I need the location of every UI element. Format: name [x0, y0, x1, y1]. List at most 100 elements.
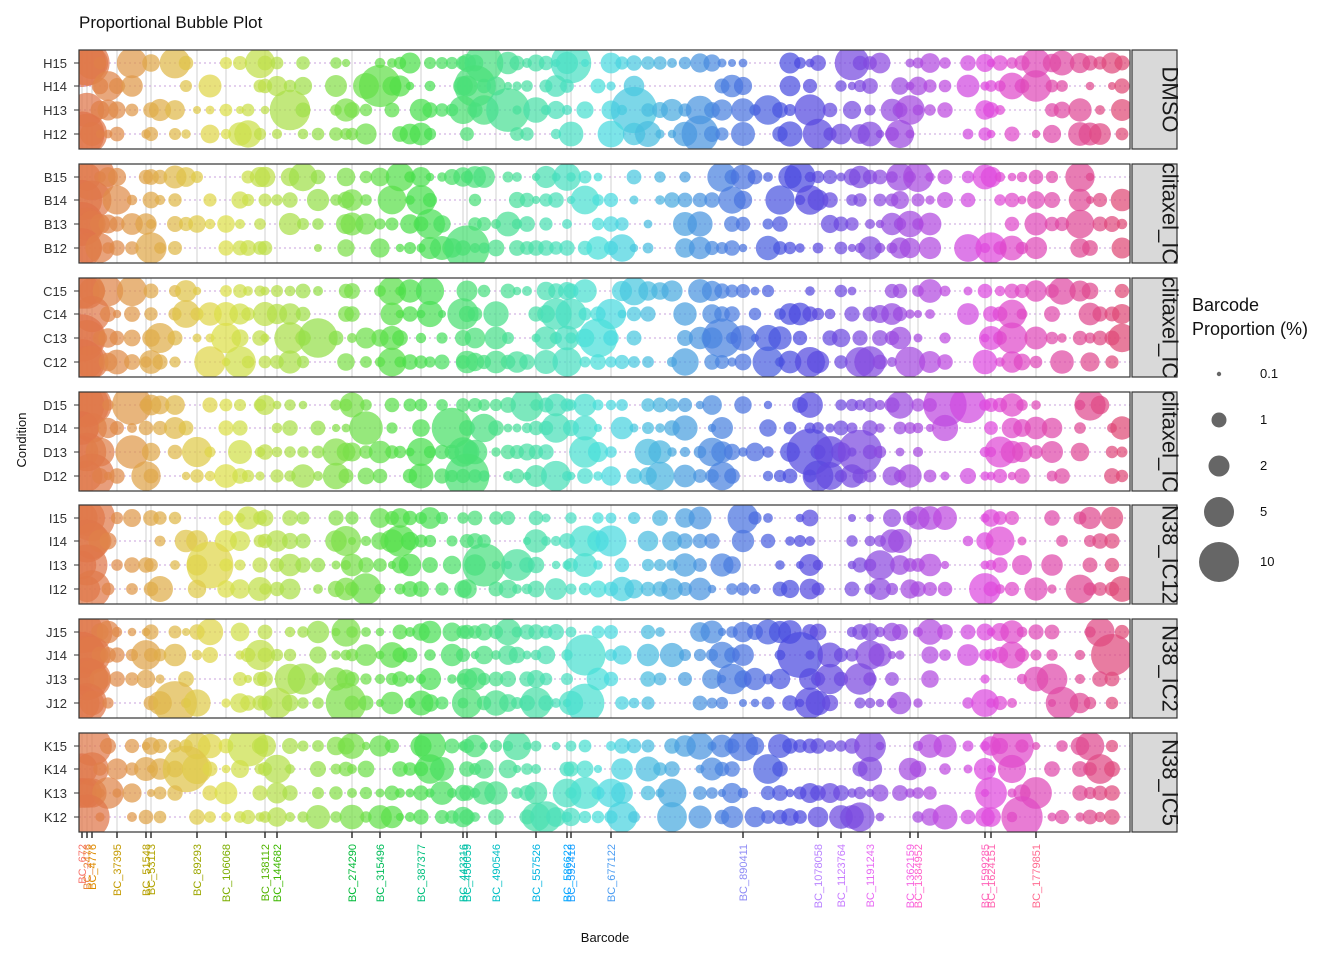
bubble	[1044, 192, 1060, 208]
bubble	[586, 667, 610, 691]
bubble	[271, 446, 283, 458]
bubble	[862, 78, 878, 94]
bubble	[127, 423, 137, 433]
bubble	[536, 645, 556, 665]
bubble	[578, 318, 618, 358]
bubble	[664, 192, 680, 208]
bubble	[847, 243, 857, 253]
bubble	[847, 286, 857, 296]
bubble	[181, 436, 213, 468]
bubble	[267, 807, 287, 827]
bubble	[115, 435, 149, 469]
bubble	[345, 127, 359, 141]
bubble	[100, 306, 116, 322]
row-label: K14	[44, 762, 67, 777]
bubble	[866, 514, 874, 522]
bubble	[287, 663, 319, 695]
bubble	[976, 54, 994, 72]
bubble	[375, 674, 385, 684]
bubble	[723, 443, 741, 461]
bubble	[1075, 733, 1105, 761]
bubble	[745, 736, 765, 756]
bubble	[436, 332, 448, 344]
bubble	[107, 167, 127, 187]
bubble	[541, 536, 551, 546]
bubble	[892, 306, 908, 322]
bubble	[220, 57, 232, 69]
row-label: I12	[49, 582, 67, 597]
bubble	[1046, 649, 1058, 661]
bubble	[1093, 582, 1107, 596]
bubble	[1104, 761, 1120, 777]
bubble	[1047, 584, 1057, 594]
bubble	[976, 623, 994, 641]
bubble	[593, 764, 603, 774]
x-axis-label: Barcode	[581, 930, 629, 945]
bubble	[1013, 353, 1031, 371]
bubble	[310, 761, 326, 777]
bubble	[762, 470, 774, 482]
bubble	[99, 532, 117, 550]
bubble	[257, 671, 273, 687]
bubble	[868, 643, 892, 667]
bubble	[1007, 471, 1017, 481]
row-label: D15	[43, 398, 67, 413]
bubble	[831, 328, 851, 348]
bubble	[545, 578, 567, 600]
bubble	[937, 169, 953, 185]
bubble	[143, 126, 159, 142]
bubble	[1095, 105, 1105, 115]
bubble	[641, 398, 655, 412]
bubble	[918, 236, 942, 260]
bubble	[421, 694, 439, 712]
bubble	[822, 169, 838, 185]
bubble	[296, 511, 310, 525]
bubble	[833, 420, 849, 436]
bubble	[178, 55, 194, 71]
bubble	[893, 421, 907, 435]
bubble	[101, 582, 115, 596]
bubble	[578, 307, 592, 321]
bubble	[660, 98, 684, 122]
bubble	[418, 620, 442, 644]
bubble	[724, 761, 740, 777]
bubble	[430, 757, 454, 781]
bubble	[992, 55, 1008, 71]
bubble	[610, 416, 634, 440]
bubble	[357, 760, 375, 778]
bubble	[576, 760, 594, 778]
bubble	[306, 188, 330, 212]
bubble	[896, 210, 924, 238]
bubble	[806, 350, 830, 374]
bubble	[688, 506, 712, 530]
bubble	[707, 584, 717, 594]
bubble	[282, 192, 298, 208]
bubble	[822, 102, 838, 118]
bubble	[374, 218, 386, 230]
bubble	[703, 54, 721, 72]
bubble	[254, 218, 266, 230]
bubble	[911, 398, 925, 412]
row-label: K12	[44, 810, 67, 825]
bubble	[714, 283, 730, 299]
bubble	[980, 674, 990, 684]
bubble	[79, 794, 110, 832]
panel-border	[78, 163, 1131, 264]
bubble	[360, 194, 372, 206]
bubble	[435, 696, 449, 710]
bubble	[605, 399, 617, 411]
bubble	[986, 129, 996, 139]
bubble	[534, 165, 558, 189]
bubble	[152, 354, 168, 370]
bubble	[121, 75, 143, 97]
bubble	[369, 735, 391, 757]
bubble	[1104, 468, 1120, 484]
bubble	[779, 52, 801, 74]
bubble	[985, 80, 997, 92]
size-legend: Barcode Proportion (%) 0.1 1 2 5 10	[1192, 295, 1308, 582]
bubble	[109, 126, 125, 142]
bubble	[1107, 323, 1130, 353]
bubble	[737, 787, 749, 799]
bubble	[500, 671, 516, 687]
bubble	[204, 218, 216, 230]
